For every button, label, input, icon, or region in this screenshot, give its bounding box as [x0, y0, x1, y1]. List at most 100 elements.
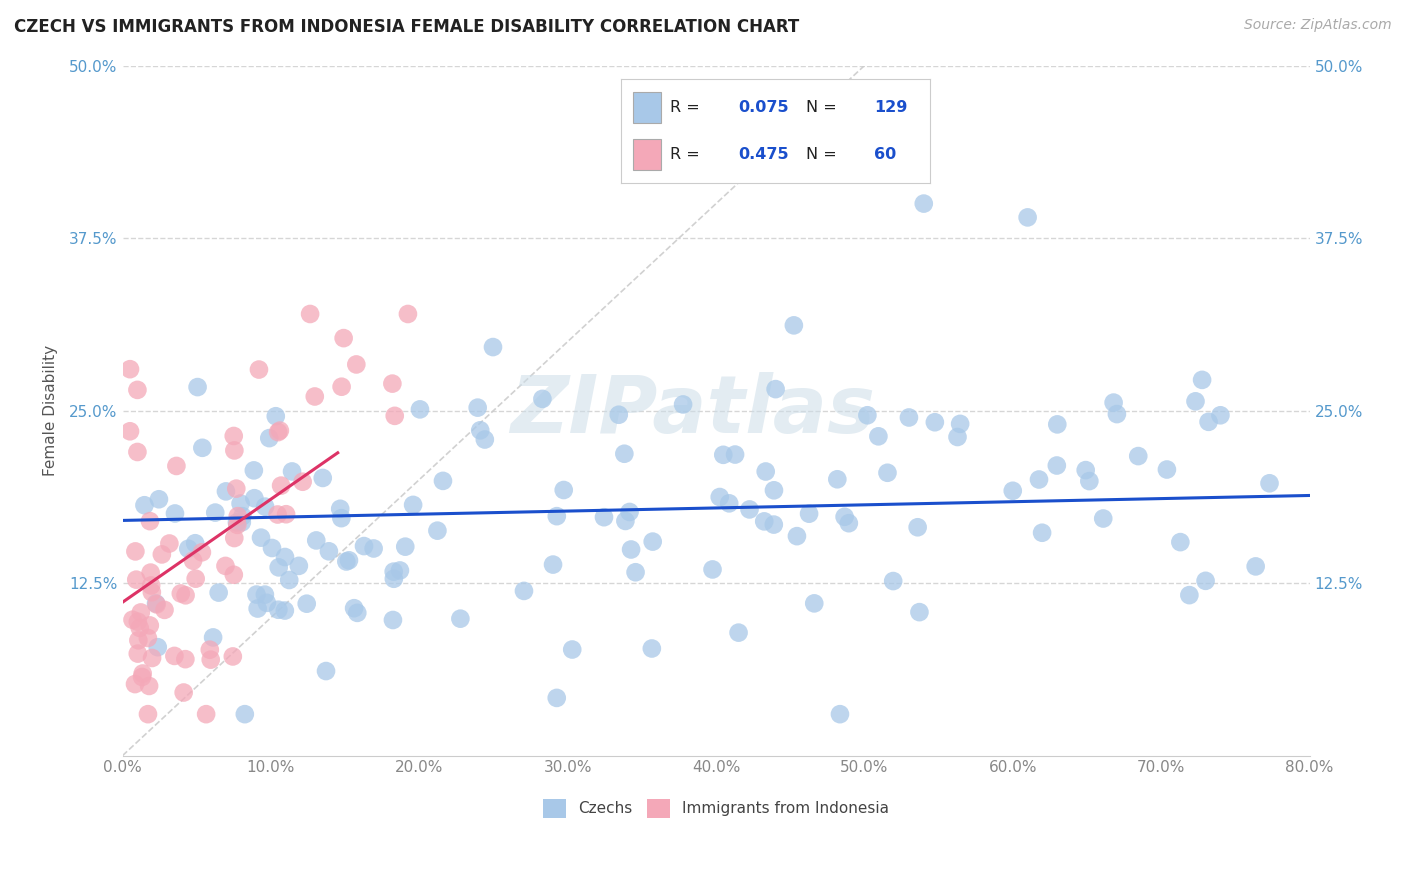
Point	[266, 508, 288, 522]
Point	[131, 670, 153, 684]
Point	[145, 596, 167, 610]
Point	[127, 647, 149, 661]
Point	[177, 541, 200, 556]
Point	[184, 536, 207, 550]
Point	[173, 685, 195, 699]
Point	[546, 690, 568, 705]
Point	[128, 621, 150, 635]
Point	[139, 566, 162, 580]
Point	[243, 463, 266, 477]
Point	[876, 466, 898, 480]
Point	[215, 484, 238, 499]
Point	[231, 516, 253, 530]
Point	[363, 541, 385, 556]
Point	[269, 424, 291, 438]
Point	[259, 431, 281, 445]
Point	[264, 409, 287, 424]
Point	[1031, 525, 1053, 540]
Point	[274, 603, 297, 617]
Point	[335, 554, 357, 568]
Point	[195, 707, 218, 722]
Point	[127, 615, 149, 629]
Point	[1191, 373, 1213, 387]
Point	[396, 307, 419, 321]
Point	[299, 307, 322, 321]
Point	[148, 492, 170, 507]
Point	[641, 641, 664, 656]
Point	[531, 392, 554, 406]
Point	[1017, 211, 1039, 225]
Point	[381, 613, 404, 627]
Point	[153, 603, 176, 617]
Point	[907, 520, 929, 534]
Point	[146, 640, 169, 655]
Point	[141, 651, 163, 665]
Point	[882, 574, 904, 588]
Point	[267, 425, 290, 439]
Point	[163, 648, 186, 663]
Point	[1258, 476, 1281, 491]
Point	[344, 358, 367, 372]
Point	[1078, 474, 1101, 488]
Point	[274, 507, 297, 521]
Y-axis label: Female Disability: Female Disability	[44, 345, 58, 476]
Point	[1244, 559, 1267, 574]
Point	[253, 588, 276, 602]
Point	[267, 560, 290, 574]
Point	[482, 340, 505, 354]
Point	[762, 517, 785, 532]
Point	[613, 447, 636, 461]
Point	[614, 514, 637, 528]
Point	[946, 430, 969, 444]
Point	[727, 625, 749, 640]
Point	[222, 567, 245, 582]
Point	[127, 383, 149, 397]
Point	[1046, 417, 1069, 432]
Point	[709, 490, 731, 504]
Point	[337, 553, 360, 567]
Point	[1074, 463, 1097, 477]
Point	[467, 401, 489, 415]
Point	[908, 605, 931, 619]
Point	[136, 707, 159, 722]
Point	[224, 443, 246, 458]
Point	[553, 483, 575, 497]
Point	[827, 472, 849, 486]
Point	[1178, 588, 1201, 602]
Point	[288, 558, 311, 573]
Point	[541, 558, 564, 572]
Point	[1209, 409, 1232, 423]
Point	[226, 509, 249, 524]
Point	[225, 482, 247, 496]
Point	[305, 533, 328, 548]
Point	[139, 514, 162, 528]
Point	[231, 509, 253, 524]
Point	[561, 642, 583, 657]
Text: ZIPatlas: ZIPatlas	[510, 372, 875, 450]
Point	[1102, 395, 1125, 409]
Point	[304, 389, 326, 403]
Point	[856, 409, 879, 423]
Point	[267, 603, 290, 617]
Point	[131, 666, 153, 681]
Point	[129, 606, 152, 620]
Point	[243, 491, 266, 506]
Point	[202, 631, 225, 645]
Point	[828, 707, 851, 722]
Point	[204, 506, 226, 520]
Point	[222, 429, 245, 443]
Point	[281, 465, 304, 479]
Point	[198, 642, 221, 657]
Point	[426, 524, 449, 538]
Point	[474, 433, 496, 447]
Point	[607, 408, 630, 422]
Point	[449, 612, 471, 626]
Text: CZECH VS IMMIGRANTS FROM INDONESIA FEMALE DISABILITY CORRELATION CHART: CZECH VS IMMIGRANTS FROM INDONESIA FEMAL…	[14, 18, 799, 36]
Point	[118, 362, 141, 376]
Point	[702, 562, 724, 576]
Point	[762, 483, 785, 498]
Point	[803, 596, 825, 610]
Point	[620, 542, 643, 557]
Point	[127, 445, 149, 459]
Point	[141, 578, 163, 592]
